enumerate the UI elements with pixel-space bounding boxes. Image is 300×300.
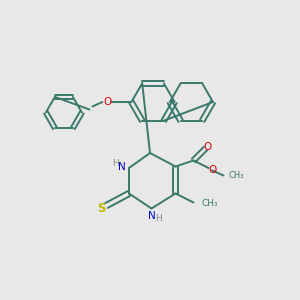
Text: CH₃: CH₃ — [229, 171, 244, 180]
Text: O: O — [208, 165, 216, 176]
Text: O: O — [204, 142, 212, 152]
Text: O: O — [103, 97, 112, 107]
Text: CH₃: CH₃ — [201, 200, 217, 208]
Text: N: N — [118, 161, 125, 172]
Text: N: N — [148, 211, 155, 221]
Text: H: H — [112, 159, 119, 168]
Text: H: H — [155, 214, 161, 223]
Text: S: S — [97, 202, 105, 215]
